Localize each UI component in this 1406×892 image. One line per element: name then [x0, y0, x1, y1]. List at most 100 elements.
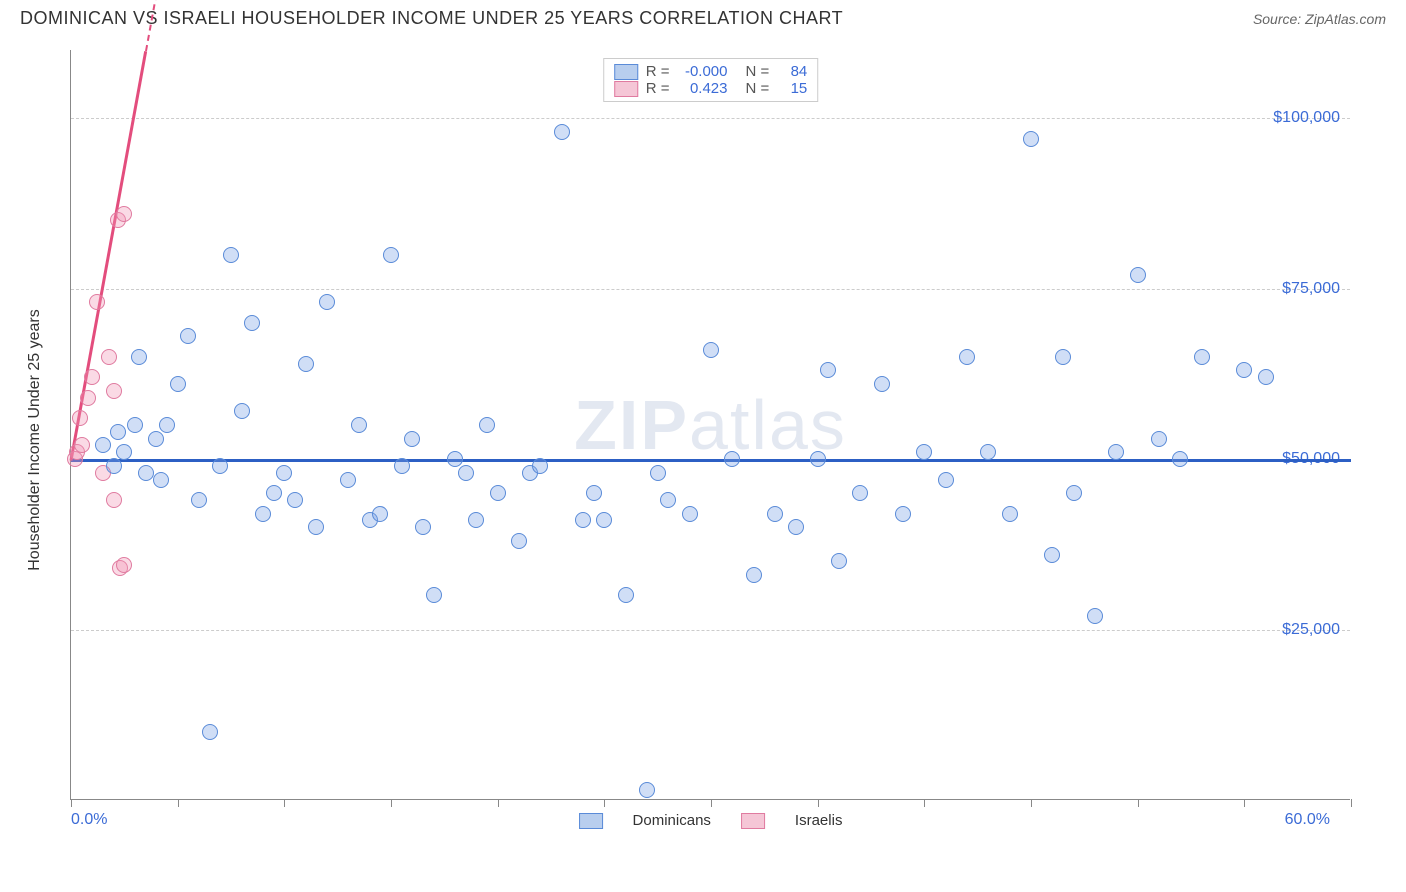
point-dominicans [415, 519, 431, 535]
point-dominicans [191, 492, 207, 508]
point-dominicans [874, 376, 890, 392]
n-label: N = [746, 63, 770, 80]
x-axis-max: 60.0% [1285, 811, 1330, 829]
point-dominicans [1055, 349, 1071, 365]
point-dominicans [266, 485, 282, 501]
legend-series: Dominicans Israelis [579, 812, 843, 829]
legend-label-dominicans: Dominicans [633, 812, 711, 829]
point-dominicans [351, 417, 367, 433]
r-label: R = [646, 63, 670, 80]
y-axis-label: Householder Income Under 25 years [26, 309, 44, 570]
point-dominicans [244, 315, 260, 331]
x-tick [711, 799, 712, 807]
point-dominicans [468, 512, 484, 528]
x-tick [818, 799, 819, 807]
x-tick [178, 799, 179, 807]
point-dominicans [959, 349, 975, 365]
x-tick [924, 799, 925, 807]
legend-correlation: R = -0.000 N = 84 R = 0.423 N = 15 [603, 58, 819, 102]
point-israelis [106, 383, 122, 399]
point-dominicans [1023, 131, 1039, 147]
swatch-israelis [741, 813, 765, 829]
y-tick-label: $100,000 [1273, 109, 1340, 127]
x-axis-min: 0.0% [71, 811, 107, 829]
point-dominicans [746, 567, 762, 583]
point-dominicans [153, 472, 169, 488]
point-israelis [84, 369, 100, 385]
point-dominicans [575, 512, 591, 528]
n-val-dominicans: 84 [777, 63, 807, 80]
point-dominicans [116, 444, 132, 460]
x-tick [1351, 799, 1352, 807]
point-dominicans [895, 506, 911, 522]
point-dominicans [340, 472, 356, 488]
point-dominicans [180, 328, 196, 344]
x-tick [1138, 799, 1139, 807]
point-dominicans [810, 451, 826, 467]
grid-line [71, 118, 1350, 119]
point-dominicans [703, 342, 719, 358]
point-dominicans [127, 417, 143, 433]
point-dominicans [170, 376, 186, 392]
watermark-light: atlas [689, 386, 847, 464]
point-dominicans [148, 431, 164, 447]
point-dominicans [1108, 444, 1124, 460]
grid-line [71, 630, 1350, 631]
point-dominicans [788, 519, 804, 535]
point-dominicans [110, 424, 126, 440]
point-dominicans [532, 458, 548, 474]
point-israelis [116, 206, 132, 222]
point-dominicans [383, 247, 399, 263]
point-dominicans [682, 506, 698, 522]
point-dominicans [1172, 451, 1188, 467]
point-dominicans [490, 485, 506, 501]
point-dominicans [1151, 431, 1167, 447]
x-tick [604, 799, 605, 807]
point-dominicans [394, 458, 410, 474]
r-val-israelis: 0.423 [678, 80, 728, 97]
x-tick [71, 799, 72, 807]
n-val-israelis: 15 [777, 80, 807, 97]
x-tick [1031, 799, 1032, 807]
point-dominicans [554, 124, 570, 140]
point-israelis [116, 557, 132, 573]
point-israelis [106, 492, 122, 508]
point-dominicans [212, 458, 228, 474]
point-dominicans [308, 519, 324, 535]
watermark: ZIPatlas [574, 385, 847, 465]
point-dominicans [1066, 485, 1082, 501]
point-dominicans [980, 444, 996, 460]
point-dominicans [159, 417, 175, 433]
legend-row-dominicans: R = -0.000 N = 84 [614, 63, 808, 80]
chart-title: DOMINICAN VS ISRAELI HOUSEHOLDER INCOME … [20, 8, 843, 29]
swatch-dominicans [614, 64, 638, 80]
point-dominicans [404, 431, 420, 447]
r-val-dominicans: -0.000 [678, 63, 728, 80]
point-dominicans [276, 465, 292, 481]
y-tick-label: $25,000 [1282, 621, 1340, 639]
point-dominicans [1087, 608, 1103, 624]
y-tick-label: $75,000 [1282, 280, 1340, 298]
x-tick [498, 799, 499, 807]
n-label: N = [746, 80, 770, 97]
point-dominicans [938, 472, 954, 488]
legend-row-israelis: R = 0.423 N = 15 [614, 80, 808, 97]
grid-line [71, 289, 1350, 290]
scatter-plot: ZIPatlas R = -0.000 N = 84 R = 0.423 N =… [70, 50, 1350, 800]
point-dominicans [1194, 349, 1210, 365]
point-israelis [89, 294, 105, 310]
point-dominicans [852, 485, 868, 501]
point-dominicans [820, 362, 836, 378]
r-label: R = [646, 80, 670, 97]
swatch-dominicans [579, 813, 603, 829]
point-dominicans [511, 533, 527, 549]
point-israelis [72, 410, 88, 426]
point-dominicans [372, 506, 388, 522]
point-dominicans [319, 294, 335, 310]
x-tick [391, 799, 392, 807]
point-dominicans [660, 492, 676, 508]
point-dominicans [1044, 547, 1060, 563]
point-dominicans [138, 465, 154, 481]
point-dominicans [131, 349, 147, 365]
point-dominicans [479, 417, 495, 433]
